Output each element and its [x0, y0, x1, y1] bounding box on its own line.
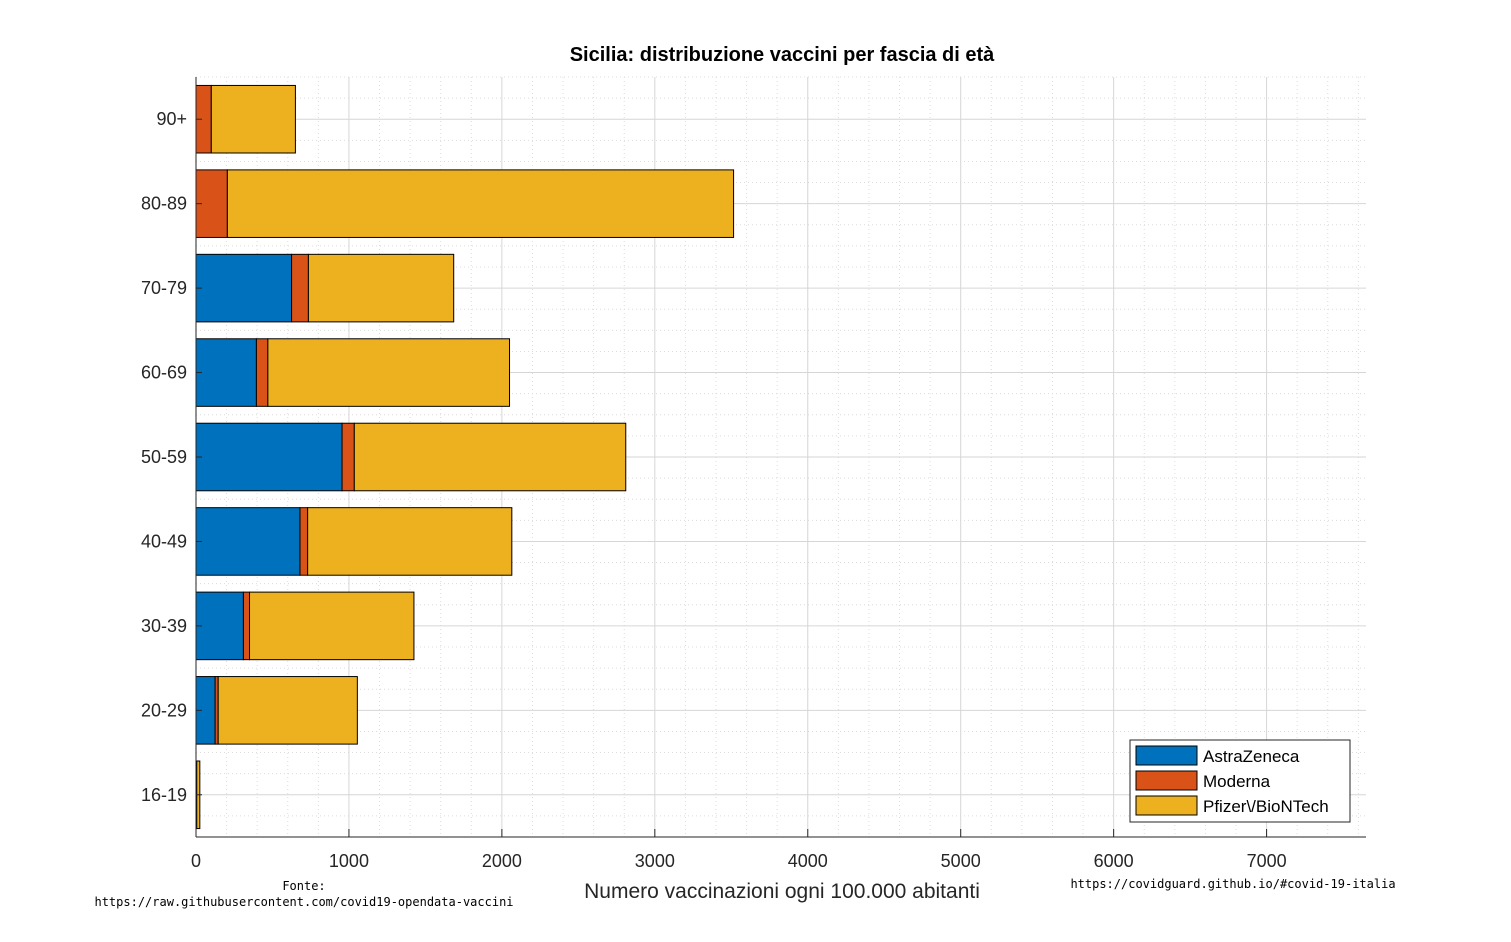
bar-segment — [341, 422, 355, 492]
x-tick-label: 6000 — [1094, 851, 1134, 871]
site-url: https://covidguard.github.io/#covid-19-i… — [1070, 877, 1395, 891]
bar-segment — [353, 422, 627, 492]
bar-segment — [299, 507, 309, 576]
y-tick-label: 90+ — [156, 109, 187, 129]
bar-segment — [226, 169, 735, 238]
bar-segment — [307, 253, 455, 323]
legend-label: Pfizer\/BioNTech — [1203, 797, 1329, 816]
axes — [195, 77, 1366, 838]
source-url: https://raw.githubusercontent.com/covid1… — [94, 895, 513, 909]
legend-swatch — [1135, 770, 1198, 791]
x-tick-label: 2000 — [482, 851, 522, 871]
tick-labels: 90+ 80-89 70-79 60-69 50-59 40-49 30-39 20-29 16… — [141, 109, 1287, 871]
y-tick-label: 60-69 — [141, 363, 187, 383]
legend-swatch — [1135, 745, 1198, 766]
x-tick-label: 3000 — [635, 851, 675, 871]
bar-segment — [210, 84, 296, 154]
y-tick-label: 40-49 — [141, 531, 187, 551]
bar-segment — [267, 338, 511, 407]
bar-segment — [195, 591, 244, 661]
legend-label: Moderna — [1203, 772, 1271, 791]
bar-segment — [217, 676, 358, 745]
x-tick-label: 0 — [191, 851, 201, 871]
chart-title: Sicilia: distribuzione vaccini per fasci… — [570, 44, 995, 66]
bar-segment — [255, 338, 269, 407]
y-tick-label: 80-89 — [141, 194, 187, 214]
legend-label: AstraZeneca — [1203, 747, 1300, 766]
x-tick-label: 4000 — [788, 851, 828, 871]
x-tick-label: 7000 — [1247, 851, 1287, 871]
source-label: Fonte: — [282, 879, 325, 893]
bar-segment — [195, 422, 343, 492]
y-tick-label: 30-39 — [141, 616, 187, 636]
bar-segment — [195, 507, 301, 576]
bar-segment — [249, 591, 415, 661]
bar-segment — [242, 591, 251, 661]
y-tick-label: 70-79 — [141, 278, 187, 298]
bar-segment — [291, 253, 309, 323]
legend: AstraZeneca Moderna Pfizer\/BioNTech — [1129, 739, 1351, 823]
x-axis-label: Numero vaccinazioni ogni 100.000 abitant… — [584, 880, 980, 903]
bar-segment — [307, 507, 513, 576]
y-tick-label: 50-59 — [141, 447, 187, 467]
x-tick-label: 5000 — [941, 851, 981, 871]
y-tick-label: 20-29 — [141, 700, 187, 720]
bar-segment — [195, 338, 257, 407]
x-tick-label: 1000 — [329, 851, 369, 871]
y-tick-label: 16-19 — [141, 785, 187, 805]
bar-segment — [195, 253, 293, 323]
legend-swatch — [1135, 795, 1198, 816]
